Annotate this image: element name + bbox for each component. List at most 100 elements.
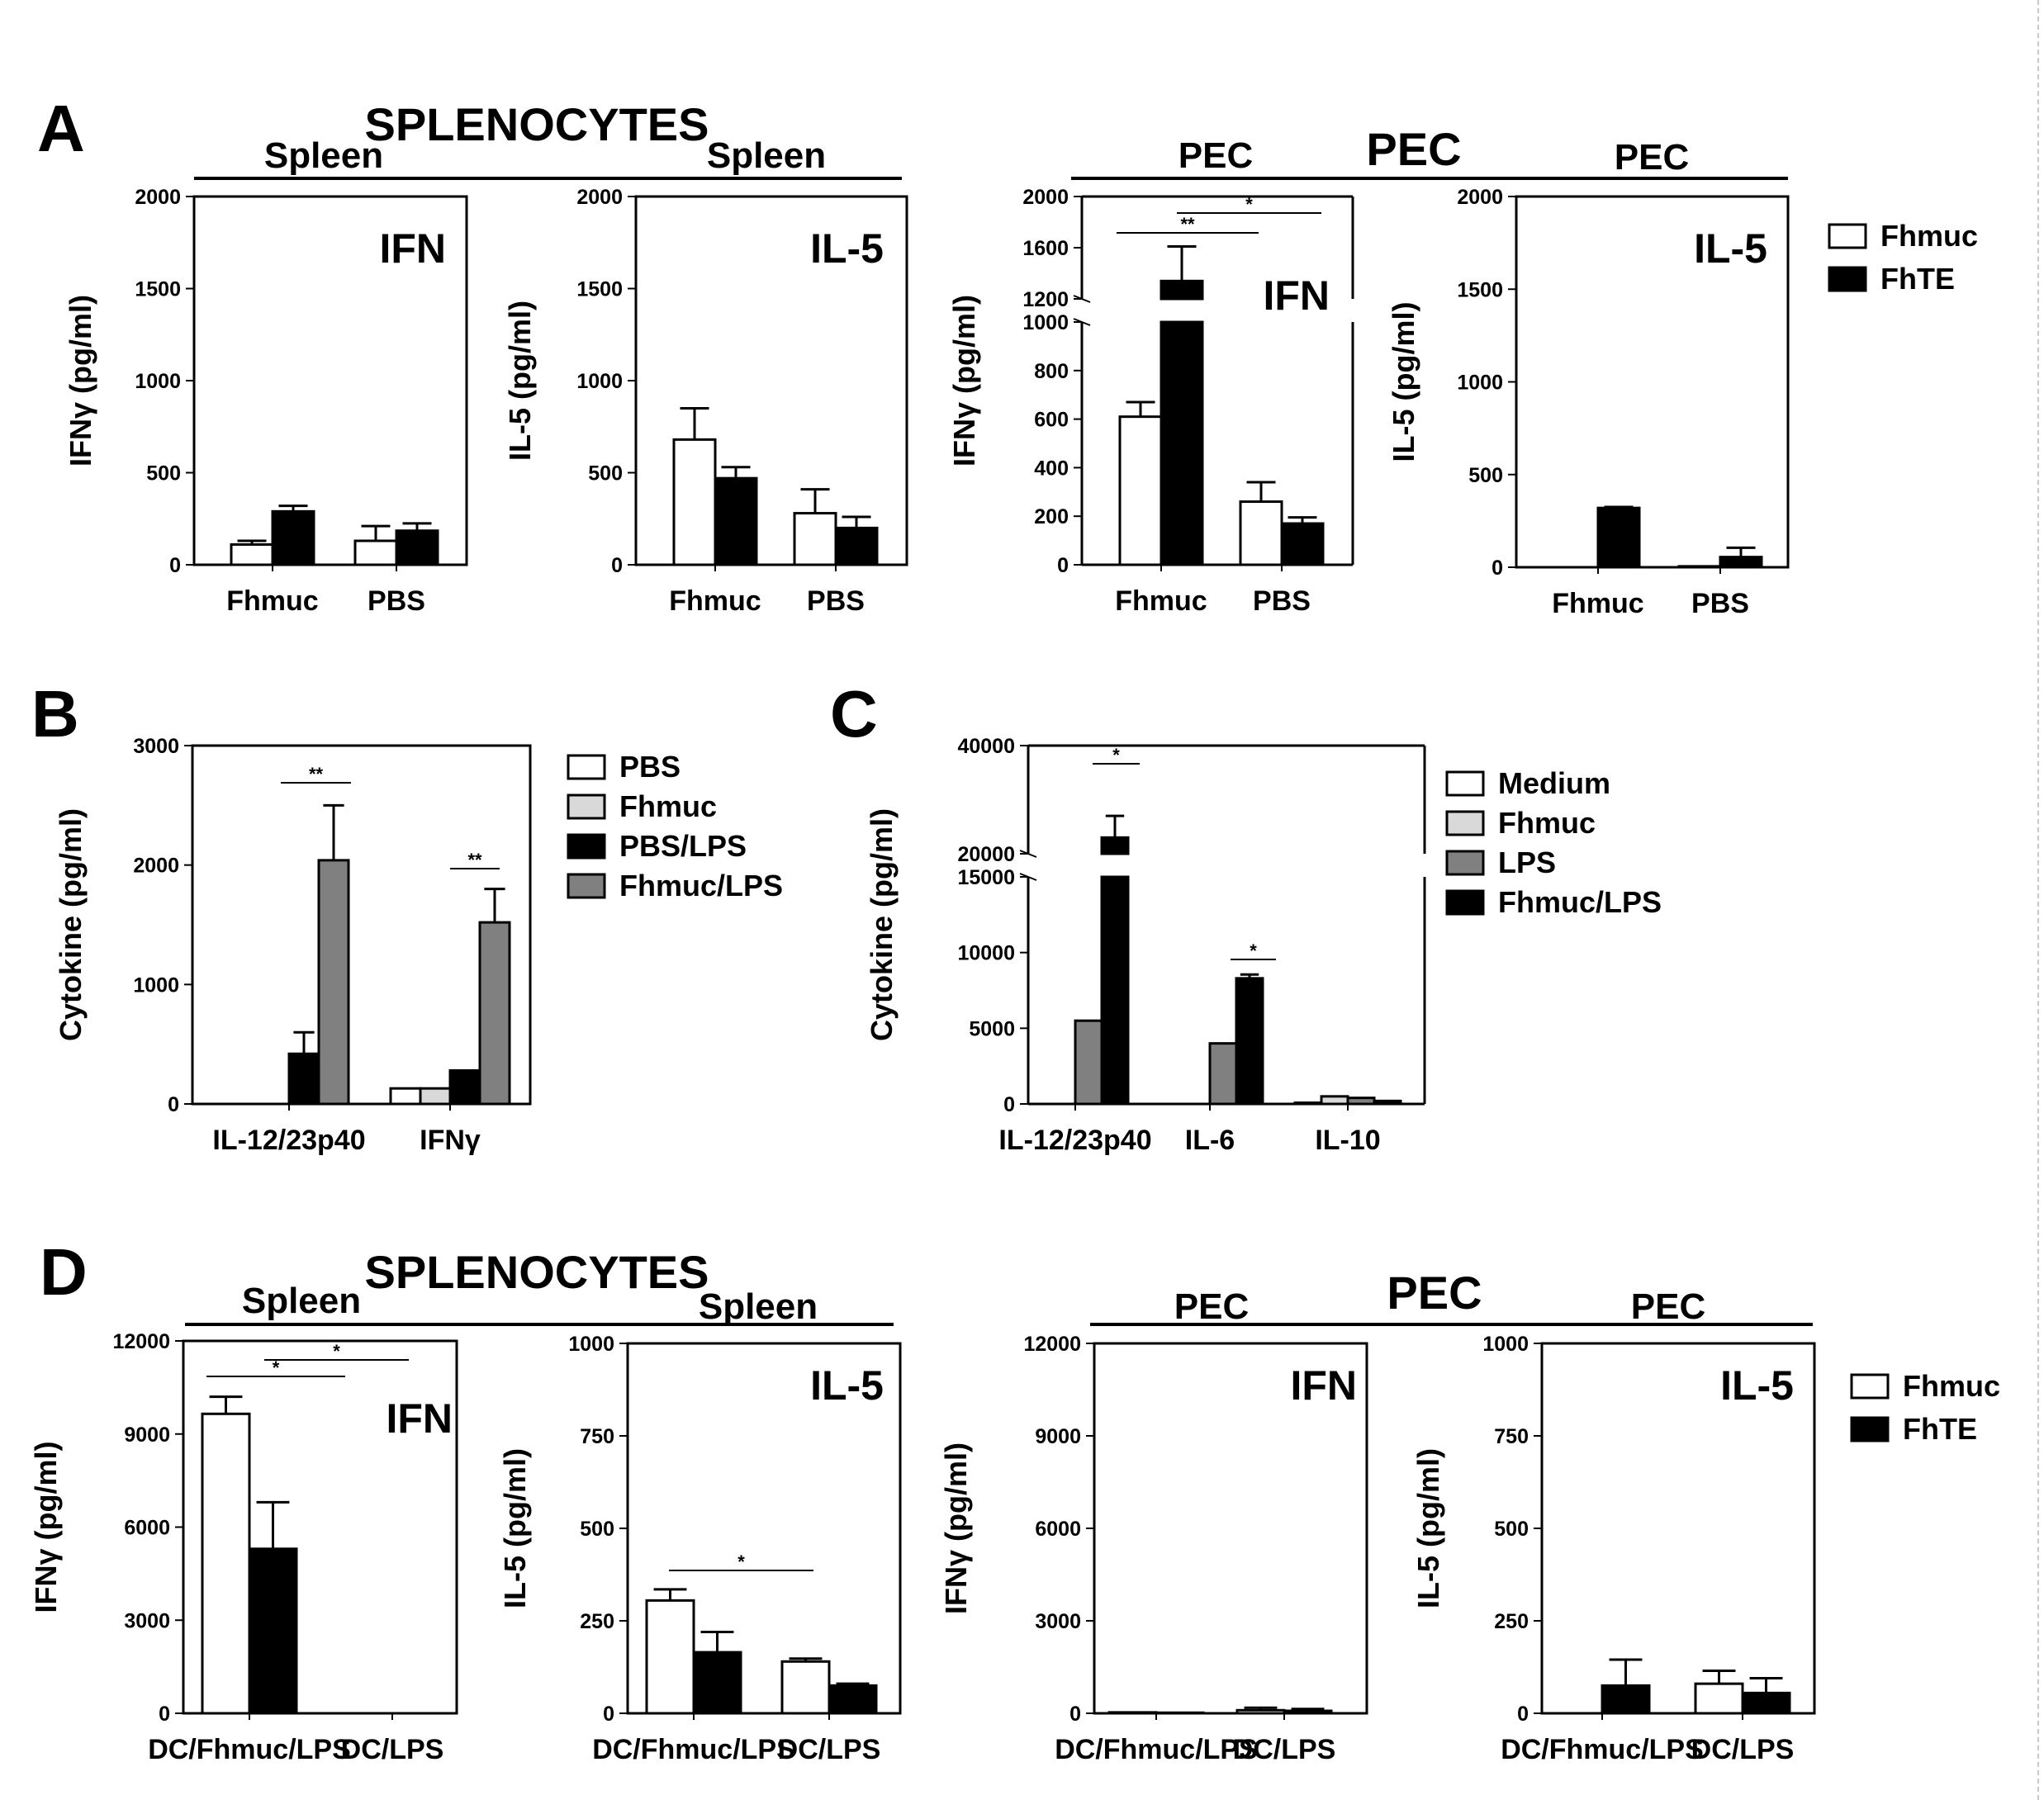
bar-A3-Fhmuc-Fhmuc [1120,417,1161,565]
x-tick-label: PBS [368,585,425,617]
legend-label: FhTE [1903,1412,1977,1446]
legend-label: FhTE [1880,262,1955,296]
chart-title: Spleen [699,1286,818,1327]
bar-D4-Fhmuc-DC/LPS [1695,1684,1743,1713]
bar-A4-FhTE-Fhmuc [1598,508,1639,567]
y-tick-label: 500 [1494,1518,1529,1541]
significance-mark: ** [309,764,324,784]
y-tick-label: 0 [168,1093,179,1116]
group-title-D-pec: PEC [1387,1267,1482,1319]
x-tick-label: DC/LPS [1691,1734,1795,1765]
y-axis-label: Cytokine (pg/ml) [54,808,88,1041]
bar-C-Medium-IL-10 [1295,1103,1321,1104]
panel-label-B: B [31,677,79,751]
y-tick-label: 0 [1003,1093,1015,1116]
y-axis-label: IFNγ (pg/ml) [939,1442,973,1614]
inset-label: IL-5 [810,1362,884,1409]
y-axis-label: IL-5 (pg/ml) [503,301,537,461]
significance-mark: * [737,1551,745,1572]
bar-B-PBS-IFNγ [391,1088,420,1104]
x-tick-label: Fhmuc [226,585,318,617]
x-tick-label: DC/Fhmuc/LPS [1055,1734,1258,1765]
bar-A3-FhTE-PBS [1282,523,1323,565]
bar-D3-Fhmuc-DC/LPS [1237,1710,1284,1713]
bar-D2-Fhmuc-DC/LPS [782,1661,829,1713]
bar-B-Fhmuc-IFNγ [420,1088,450,1104]
y-tick-label: 6000 [1035,1518,1081,1541]
x-tick-label: DC/LPS [778,1734,881,1765]
y-tick-label: 0 [159,1703,170,1726]
chart-title: PEC [1631,1286,1705,1327]
y-tick-label: 0 [603,1703,614,1726]
legend-legD: FhmucFhTE [1852,1369,2000,1446]
y-tick-label: 1000 [1022,311,1069,334]
chart-D3: 030006000900012000IFNγ (pg/ml)PECIFNDC/… [939,1286,1367,1765]
group-title-D-splen: SPLENOCYTES [365,1246,709,1298]
y-tick-label: 2000 [133,855,179,878]
bar-C-LPS-IL-6 [1210,1044,1236,1104]
y-tick-label: 0 [1492,557,1503,580]
y-tick-label: 6000 [124,1517,170,1540]
bar-A1-FhTE-PBS [396,531,438,565]
y-axis-label: IFNγ (pg/ml) [947,295,981,467]
panel-label-C: C [830,677,878,751]
x-tick-label: PBS [807,585,865,617]
panel-label-A: A [37,92,85,165]
chart-A1: 0500100015002000IFNγ (pg/ml)SpleenIFNFh… [64,135,467,617]
legend-swatch [1852,1418,1888,1441]
y-tick-label: 9000 [124,1423,170,1447]
y-axis-label: Cytokine (pg/ml) [865,808,899,1041]
legend-label: PBS [619,750,681,784]
bar-B-Fhmuc/LPS-IFNγ [480,922,510,1104]
bar-A4-FhTE-PBS [1720,557,1762,567]
bar-D4-FhTE-DC/Fhmuc/LPS [1602,1685,1649,1713]
legend-label: Medium [1498,766,1610,800]
inset-label: IL-5 [1694,225,1767,272]
y-tick-label: 3000 [1035,1610,1081,1633]
y-axis-label: IFNγ (pg/ml) [29,1442,63,1613]
bar-A1-Fhmuc-Fhmuc [231,544,273,565]
bar-A2-Fhmuc-PBS [794,514,836,565]
y-tick-label: 1000 [135,370,181,393]
y-axis-label: IL-5 (pg/ml) [1387,302,1420,462]
x-tick-label: DC/Fhmuc/LPS [148,1734,351,1765]
inset-label: IFN [379,225,446,272]
chart-A2: 0 500 1000 1500 2000 IL-5 (pg/ml) Spleen IL-5 Fh… [503,135,907,617]
legend-swatch [1447,891,1483,914]
significance-mark: ** [1180,214,1195,234]
x-tick-label: IL-12/23p40 [998,1125,1151,1156]
legend-legA: Fhmuc FhTE [1829,219,1978,296]
y-tick-label: 40000 [957,735,1015,758]
x-tick-label: IFNγ [420,1125,481,1156]
chart-title: PEC [1179,135,1253,176]
chart-title: Spleen [707,135,826,176]
bar-A3-FhTE-Fhmuc-lower [1161,322,1202,565]
significance-mark: * [1250,940,1257,961]
significance-mark: * [333,1341,340,1362]
bar-D3-FhTE-DC/LPS [1284,1711,1331,1713]
legend-label: Fhmuc [1880,219,1978,253]
bar-D2-FhTE-DC/LPS [829,1685,876,1713]
inset-label: IL-5 [1720,1362,1794,1409]
bar-A3-FhTE-Fhmuc-upper [1161,281,1202,299]
legend-swatch [1829,268,1866,291]
inset-label: IL-5 [810,225,884,272]
bar-D2-Fhmuc-DC/Fhmuc/LPS [647,1600,694,1713]
bar-B-Fhmuc/LPS-IL-12/23p40 [319,860,349,1104]
bar-D2-FhTE-DC/Fhmuc/LPS [694,1652,741,1713]
y-tick-label: 1200 [1022,288,1069,311]
chart-title: PEC [1615,137,1689,178]
x-tick-label: PBS [1253,585,1311,617]
inset-label: IFN [1263,272,1330,319]
y-tick-label: 2000 [576,186,623,209]
chart-B: 0 1000 2000 3000 Cytokine (pg/ml) IL-12/23p40… [54,735,530,1156]
legend-swatch [568,874,605,898]
x-tick-label: IL-10 [1315,1125,1380,1156]
y-tick-label: 12000 [112,1330,170,1353]
bar-A2-FhTE-Fhmuc [715,478,756,565]
y-tick-label: 750 [1494,1425,1529,1448]
legend-swatch [1829,225,1866,248]
legend-swatch [1852,1375,1888,1398]
y-tick-label: 15000 [957,866,1015,889]
y-tick-label: 2000 [1457,186,1503,209]
